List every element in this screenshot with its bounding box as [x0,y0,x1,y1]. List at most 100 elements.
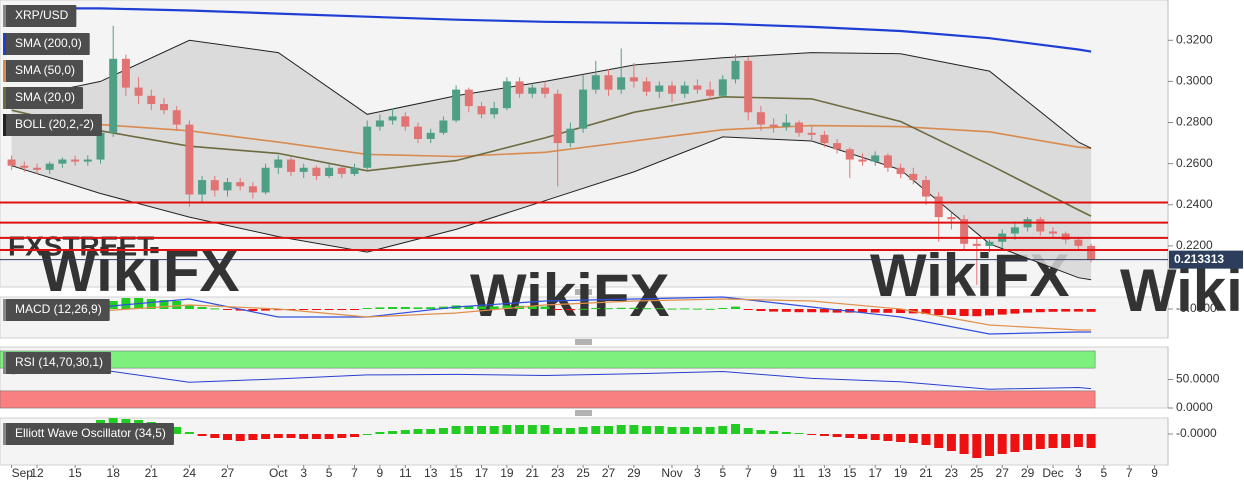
histogram-bar [921,434,931,445]
histogram-bar [819,309,829,313]
candle-body [820,134,829,144]
x-tick-label: 25 [970,466,984,480]
histogram-bar [210,434,220,438]
candle-body [528,87,537,94]
x-tick-label: 21 [919,466,933,480]
candle-body [1074,239,1083,246]
candle-body [985,241,994,246]
x-tick-label: 23 [551,466,565,480]
y-tick-label: -0.0000 [1176,426,1217,440]
histogram-bar [553,428,563,434]
histogram-bar [1035,309,1045,313]
histogram-bar [578,427,588,434]
candle-body [718,79,727,96]
candle-body [464,89,473,107]
candle-body [109,58,118,133]
candle-body [375,120,384,127]
histogram-bar [311,309,321,310]
legend-color-strip [3,114,6,136]
legend-entry: XRP/USD [3,5,77,27]
histogram-bar [1010,309,1020,314]
x-tick-label: 5 [719,466,726,480]
histogram-bar [146,299,156,309]
histogram-bar [235,434,245,441]
candle-body [896,167,905,174]
histogram-bar [1073,309,1083,312]
x-tick-label: 13 [424,466,438,480]
x-tick-label: 11 [399,466,412,480]
histogram-bar [718,308,728,309]
histogram-bar [426,307,436,309]
histogram-bar [997,434,1007,454]
candle-body [947,217,956,220]
y-tick-label: 0.2400 [1176,197,1213,211]
x-tick-label: 5 [326,466,333,480]
histogram-bar [172,301,182,309]
histogram-bar [769,431,779,434]
histogram-bar [172,427,182,434]
candle-body [287,159,295,172]
histogram-bar [718,426,728,434]
legend-color-strip [3,352,6,374]
x-tick-label: 9 [377,466,384,480]
histogram-bar [972,309,982,317]
legend-label: MACD (12,26,9) [15,302,102,316]
candle-body [617,77,626,90]
candle-body [452,89,461,121]
histogram-bar [896,434,906,442]
histogram-bar [553,309,563,310]
legend-box [3,352,112,374]
signal-line [11,298,1092,331]
histogram-bar [832,309,842,313]
candle-body [96,132,105,160]
y-tick-label: 0.2200 [1176,238,1213,252]
histogram-bar [997,309,1007,315]
histogram-bar [540,425,550,434]
x-tick-label: 5 [1100,466,1107,480]
x-tick-label: 9 [1151,466,1158,480]
candle-body [223,182,232,191]
candle-body [922,180,930,197]
histogram-bar [654,308,664,310]
candle-body [185,124,194,195]
bollinger-upper [11,39,1092,149]
candle-body [7,159,16,166]
legend-label: BOLL (20,2,-2) [15,117,94,131]
y-tick-label: 0.3200 [1176,32,1213,46]
legend-label: Elliott Wave Oscillator (34,5) [15,426,166,440]
histogram-bar [375,432,385,434]
histogram-bar [858,434,867,439]
histogram-bar [756,309,766,311]
x-tick-label: 7 [351,466,358,480]
histogram-bar [350,434,359,437]
histogram-bar [438,306,448,309]
histogram-bar [362,434,372,435]
x-tick-label: 23 [945,466,959,480]
x-tick-label: 19 [500,466,514,480]
legend-box [3,60,84,82]
y-tick-label: 0.2600 [1176,156,1213,170]
histogram-bar [1035,434,1045,449]
histogram-bar [108,301,118,309]
candle-body [731,60,740,80]
histogram-bar [870,434,880,440]
candle-body [388,116,397,121]
candle-body [960,219,969,244]
histogram-bar [210,308,220,310]
legend-label: SMA (50,0) [15,63,75,77]
x-tick-label: 3 [694,466,701,480]
candle-body [1087,245,1096,260]
candle-body [909,173,918,181]
sma-line [11,7,1092,53]
candle-body [769,124,778,127]
x-tick-label: 17 [869,466,883,480]
x-tick-label: Oct [269,466,288,480]
y-tick-label: 0.3000 [1176,74,1213,88]
candle-body [337,167,346,174]
x-tick-label: 12 [30,466,44,480]
candle-body [83,159,92,162]
histogram-bar [565,428,575,434]
candle-body [210,180,219,191]
candle-body [515,81,524,94]
histogram-bar [985,434,994,456]
